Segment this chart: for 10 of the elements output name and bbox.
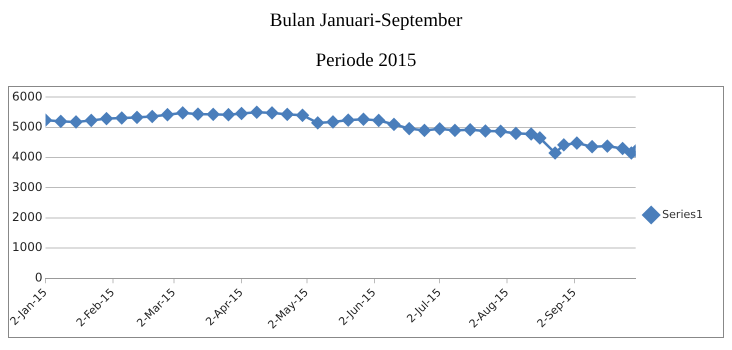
chart-subtitle: Periode 2015 xyxy=(314,49,418,73)
y-tick-label: 5000 xyxy=(12,120,43,134)
y-tick-label: 6000 xyxy=(12,89,43,104)
legend-label: Series1 xyxy=(662,208,703,221)
chart-title: Bulan Januari-September xyxy=(268,9,464,33)
y-tick-label: 4000 xyxy=(12,150,43,164)
y-tick-label: 0 xyxy=(34,270,43,284)
y-tick-label: 3000 xyxy=(12,180,43,194)
y-tick-label: 2000 xyxy=(12,210,43,224)
y-tick-label: 1000 xyxy=(12,240,43,254)
